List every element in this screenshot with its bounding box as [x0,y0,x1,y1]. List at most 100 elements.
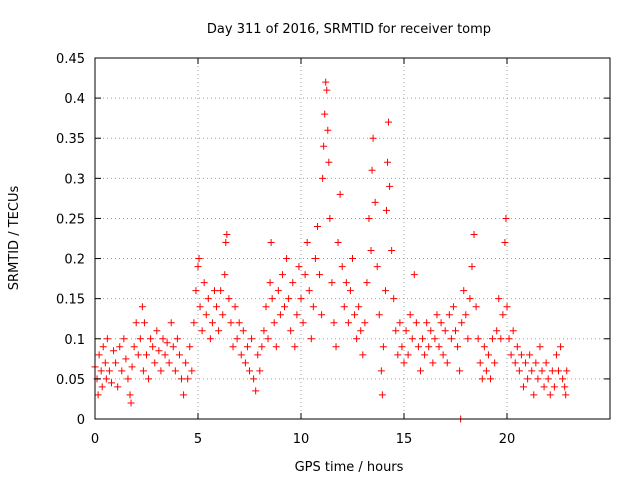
data-point [332,343,340,351]
data-point [404,351,412,359]
data-point [402,327,410,335]
y-tick-label: 0.1 [64,333,85,348]
data-point [552,351,560,359]
data-point [435,343,443,351]
data-point [396,319,404,327]
data-point [495,295,503,303]
data-point [138,303,146,311]
data-point [192,287,200,295]
data-point [215,327,223,335]
data-point [210,287,218,295]
x-tick-label: 5 [194,432,202,447]
data-point [231,303,239,311]
data-point [266,279,274,287]
data-point [200,279,208,287]
data-point [441,327,449,335]
data-point [344,319,352,327]
data-point [528,367,536,375]
data-point [501,239,509,247]
x-tick-labels: 0 5 10 15 20 [91,432,515,447]
data-point [250,375,258,383]
data-point [194,263,202,271]
data-point [505,335,513,343]
data-point [363,279,371,287]
data-point [425,343,433,351]
data-point [293,311,301,319]
data-point [449,303,457,311]
data-point [98,383,106,391]
data-point [384,158,392,166]
data-point [513,343,521,351]
data-point [318,311,326,319]
data-point [101,359,109,367]
data-point [507,351,515,359]
data-point [427,327,435,335]
data-point [447,335,455,343]
data-point [330,319,338,327]
x-tick-label: 10 [293,432,310,447]
data-point [163,339,171,347]
data-point [555,367,562,375]
data-point [349,255,356,263]
data-point [437,319,445,327]
data-point [130,343,138,351]
data-point [375,311,383,319]
data-point [112,359,120,367]
data-point [464,335,472,343]
data-point [132,319,140,327]
data-point [431,335,439,343]
data-point [456,367,464,375]
x-tick-label: 20 [499,432,516,447]
data-point [184,375,192,383]
data-point [452,327,459,335]
x-tick-label: 15 [396,432,413,447]
data-point [309,303,317,311]
data-point [278,271,286,279]
data-point [381,287,389,295]
data-point [221,271,229,279]
data-point [398,343,406,351]
data-point [235,319,243,327]
y-tick-label: 0.3 [64,172,85,187]
data-point [171,367,179,375]
data-point [342,279,350,287]
data-point [526,351,534,359]
y-tick-label: 0.45 [56,52,85,67]
data-point [394,351,402,359]
data-point [489,335,497,343]
data-point [303,239,311,247]
data-point [116,343,124,351]
data-point [103,335,111,343]
data-point [289,279,297,287]
data-point [196,303,204,311]
data-point [118,367,126,375]
data-point [122,355,130,363]
data-point [169,343,177,351]
data-point [140,319,148,327]
data-point [321,110,329,118]
data-point [319,174,327,182]
data-point [474,335,482,343]
data-point [243,343,251,351]
data-point [406,311,414,319]
data-point [227,319,235,327]
data-point [287,327,295,335]
data-point [522,359,530,367]
data-point [443,359,451,367]
data-point [283,255,291,263]
data-point [95,351,103,359]
data-point [219,311,227,319]
data-point [190,319,198,327]
data-point [229,343,237,351]
y-tick-label: 0.35 [56,132,85,147]
data-point [94,391,102,399]
data-point [410,271,418,279]
data-point [114,383,122,391]
data-point [423,319,431,327]
data-point [107,379,115,387]
data-point [270,319,278,327]
x-axis-label: GPS time / hours [295,460,404,475]
data-point [305,287,313,295]
data-point [445,311,453,319]
data-point [159,335,167,343]
